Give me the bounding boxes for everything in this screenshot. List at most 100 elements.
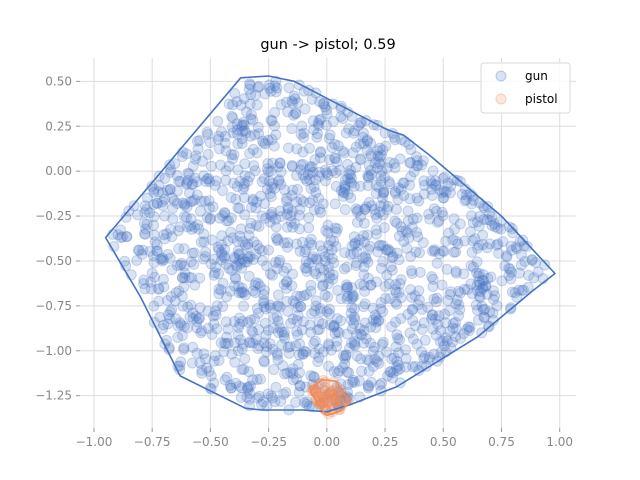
point-gun (220, 145, 232, 157)
point-gun (372, 145, 383, 157)
point-gun (357, 127, 369, 139)
point-gun (377, 336, 389, 348)
point-gun (219, 374, 231, 386)
point-gun (326, 393, 338, 405)
point-pistol (333, 387, 345, 399)
point-gun (392, 332, 404, 344)
point-gun (275, 211, 287, 222)
point-gun (304, 319, 316, 331)
point-gun (247, 285, 259, 297)
point-gun (281, 262, 293, 274)
point-gun (454, 304, 466, 316)
point-gun (241, 382, 253, 394)
point-gun (232, 164, 244, 176)
point-gun (270, 221, 282, 233)
point-gun (239, 256, 251, 268)
point-gun (339, 181, 351, 193)
point-gun (252, 307, 264, 319)
point-gun (479, 303, 491, 315)
point-gun (466, 198, 478, 210)
point-gun (305, 233, 317, 245)
point-gun (390, 341, 402, 353)
point-gun (198, 348, 210, 360)
point-gun (363, 355, 375, 367)
point-gun (443, 305, 455, 316)
point-gun (158, 254, 170, 266)
point-gun (175, 356, 187, 368)
point-gun (393, 347, 404, 359)
point-gun (259, 317, 271, 329)
point-gun (345, 164, 356, 176)
point-gun (305, 327, 317, 338)
point-gun (374, 142, 386, 154)
point-gun (373, 156, 385, 168)
point-gun (288, 90, 300, 102)
point-gun (250, 219, 262, 231)
point-gun (465, 278, 477, 290)
point-gun (228, 177, 240, 189)
point-gun (287, 184, 299, 196)
point-gun (267, 178, 279, 189)
point-gun (345, 314, 357, 326)
point-gun (238, 119, 250, 131)
point-gun (306, 239, 318, 251)
point-gun (205, 258, 217, 270)
point-gun (377, 256, 389, 267)
point-gun (355, 210, 367, 222)
point-gun (232, 124, 243, 136)
point-gun (328, 235, 340, 247)
point-gun (361, 135, 373, 147)
point-gun (306, 253, 318, 265)
point-gun (177, 272, 188, 284)
point-gun (266, 206, 278, 218)
point-gun (440, 317, 452, 329)
point-gun (194, 272, 206, 284)
point-gun (225, 192, 237, 203)
point-gun (398, 190, 410, 201)
point-gun (426, 271, 438, 283)
point-gun (203, 173, 215, 184)
point-pistol (324, 387, 336, 398)
point-gun (274, 301, 286, 313)
point-pistol (315, 387, 327, 399)
point-gun (281, 208, 293, 220)
point-gun (292, 97, 304, 109)
point-gun (481, 288, 493, 300)
point-gun (236, 138, 248, 149)
point-gun (253, 340, 265, 352)
point-gun (365, 148, 377, 160)
point-gun (480, 280, 492, 292)
point-pistol (320, 392, 332, 404)
point-gun (174, 175, 186, 187)
point-gun (226, 149, 237, 160)
point-gun (503, 270, 515, 281)
point-gun (297, 169, 309, 181)
point-gun (412, 160, 424, 172)
point-gun (234, 203, 246, 214)
point-gun (431, 257, 443, 269)
point-gun (279, 184, 291, 196)
point-gun (380, 244, 392, 256)
point-gun (264, 82, 276, 94)
point-gun (434, 336, 446, 347)
point-gun (226, 348, 238, 360)
point-gun (271, 347, 283, 359)
point-gun (206, 329, 218, 340)
point-gun (338, 350, 349, 362)
point-gun (463, 321, 474, 333)
point-gun (195, 195, 207, 207)
point-gun (156, 255, 168, 267)
point-gun (369, 157, 381, 169)
point-gun (351, 246, 363, 258)
point-gun (511, 291, 523, 303)
point-gun (213, 143, 225, 155)
point-gun (205, 370, 217, 382)
point-gun (187, 313, 199, 324)
point-gun (146, 267, 158, 279)
point-gun (247, 143, 259, 155)
point-gun (301, 262, 313, 274)
point-gun (249, 89, 261, 101)
point-gun (212, 115, 224, 127)
point-gun (314, 398, 326, 410)
point-gun (355, 328, 367, 340)
